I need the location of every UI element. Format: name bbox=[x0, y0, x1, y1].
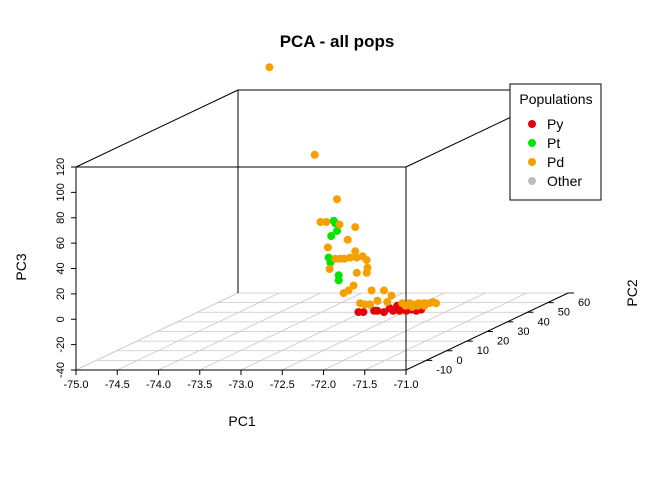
z-tick-label: 80 bbox=[55, 212, 67, 224]
y-tick-label: 40 bbox=[538, 316, 550, 328]
point-pd bbox=[316, 218, 325, 226]
box-edge bbox=[75, 89, 239, 168]
z-tick-label: 20 bbox=[55, 288, 67, 300]
legend: Populations Py Pt Pd Other bbox=[509, 83, 602, 201]
point-pd bbox=[401, 301, 410, 310]
z-tick-label: -20 bbox=[55, 337, 67, 353]
legend-entries: Py Pt Pd Other bbox=[528, 116, 582, 189]
z-tick-label: -40 bbox=[55, 362, 67, 378]
point-pd bbox=[413, 301, 422, 310]
point-pd bbox=[352, 253, 361, 262]
point-pd bbox=[310, 150, 319, 159]
point-pd bbox=[367, 286, 376, 295]
point-pd bbox=[265, 63, 274, 72]
x-tick-label: -73.5 bbox=[187, 379, 212, 391]
data-points bbox=[265, 63, 440, 317]
z-tick-label: 40 bbox=[55, 262, 67, 274]
x-tick-label: -72.0 bbox=[311, 379, 336, 391]
point-pt bbox=[327, 232, 336, 240]
legend-marker-pd bbox=[528, 158, 536, 166]
grid-line-y bbox=[75, 292, 239, 371]
point-pd bbox=[339, 289, 348, 298]
y-tick-label: -10 bbox=[436, 364, 452, 376]
x-tick-label: -71.0 bbox=[393, 379, 418, 391]
point-pd bbox=[352, 268, 361, 277]
point-pd bbox=[420, 301, 429, 310]
floor-grid bbox=[75, 292, 569, 371]
point-py bbox=[380, 308, 388, 317]
plot-box bbox=[75, 89, 569, 371]
x-axis-label: PC1 bbox=[228, 413, 255, 429]
point-pd bbox=[373, 296, 382, 305]
point-pd bbox=[383, 298, 392, 306]
point-py bbox=[359, 308, 368, 317]
point-pd bbox=[333, 195, 341, 204]
y-tick-label: 30 bbox=[517, 326, 529, 338]
point-pd bbox=[322, 218, 331, 226]
point-pd bbox=[343, 235, 352, 244]
z-tick-label: 120 bbox=[55, 158, 67, 176]
legend-label-pt: Pt bbox=[547, 135, 560, 151]
z-tick-label: 0 bbox=[55, 316, 67, 322]
legend-label-pd: Pd bbox=[547, 154, 564, 170]
y-axis-ticks: -10 0 10 20 30 40 50 60 bbox=[426, 292, 590, 376]
point-pd bbox=[366, 300, 374, 309]
legend-title: Populations bbox=[519, 91, 592, 107]
y-tick-label: 0 bbox=[457, 355, 463, 367]
x-tick-label: -72.5 bbox=[270, 379, 295, 391]
x-tick-label: -71.5 bbox=[352, 379, 377, 391]
point-pd bbox=[351, 247, 360, 256]
legend-marker-pt bbox=[528, 139, 536, 147]
x-tick-label: -74.0 bbox=[146, 379, 171, 391]
legend-label-py: Py bbox=[547, 116, 563, 132]
y-axis-label: PC2 bbox=[624, 279, 640, 306]
point-pd bbox=[351, 223, 360, 232]
legend-marker-py bbox=[528, 120, 536, 128]
x-tick-label: -73.0 bbox=[228, 379, 253, 391]
point-py bbox=[373, 306, 382, 315]
point-pd bbox=[349, 281, 358, 290]
point-pd bbox=[325, 265, 334, 273]
legend-label-other: Other bbox=[547, 173, 582, 189]
legend-box bbox=[509, 83, 602, 201]
point-pd bbox=[346, 253, 355, 262]
z-tick-label: 60 bbox=[55, 237, 67, 249]
y-tick-label: 60 bbox=[578, 297, 590, 309]
point-pd bbox=[335, 220, 344, 229]
chart-title: PCA - all pops bbox=[280, 32, 395, 51]
point-pd bbox=[362, 268, 371, 277]
legend-marker-other bbox=[528, 177, 536, 185]
point-pt bbox=[333, 226, 341, 235]
y-tick-label: 10 bbox=[477, 345, 489, 357]
point-pd bbox=[432, 299, 440, 308]
y-tick-label: 50 bbox=[558, 307, 570, 319]
z-tick-label: 100 bbox=[55, 183, 67, 201]
z-axis-label: PC3 bbox=[13, 253, 29, 280]
point-pd bbox=[362, 256, 371, 265]
x-tick-label: -75.0 bbox=[63, 379, 88, 391]
x-axis-ticks: -75.0 -74.5 -74.0 -73.5 -73.0 -72.5 -72.0 -71.5… bbox=[63, 370, 419, 391]
point-pd bbox=[380, 286, 388, 295]
point-pd bbox=[387, 291, 396, 300]
point-pd bbox=[323, 243, 332, 252]
z-axis-ticks: -40 -20 0 20 40 60 80 100 120 bbox=[55, 158, 76, 378]
x-tick-label: -74.5 bbox=[105, 379, 130, 391]
y-tick-label: 20 bbox=[497, 336, 509, 348]
point-pt bbox=[334, 276, 343, 285]
